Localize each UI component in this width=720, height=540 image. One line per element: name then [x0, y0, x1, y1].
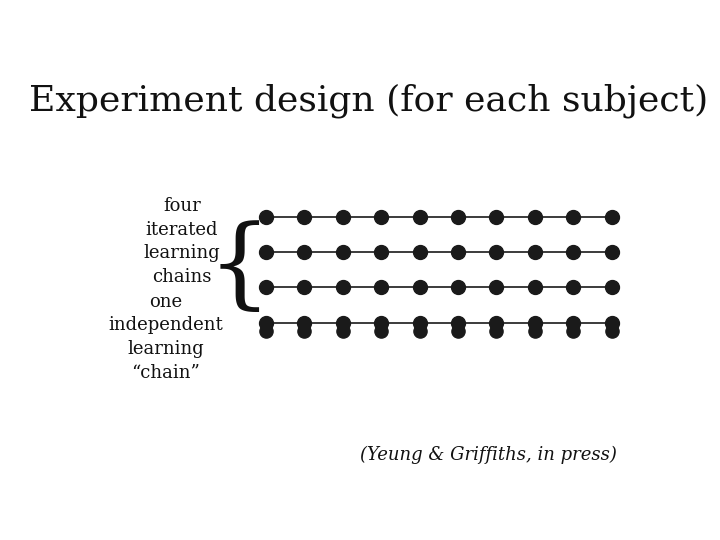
- Point: [414, 283, 426, 292]
- Point: [490, 318, 502, 327]
- Point: [337, 318, 348, 327]
- Point: [529, 327, 541, 335]
- Text: four
iterated
learning
chains: four iterated learning chains: [144, 197, 220, 286]
- Point: [490, 283, 502, 292]
- Point: [299, 247, 310, 256]
- Point: [260, 247, 271, 256]
- Point: [337, 247, 348, 256]
- Point: [606, 212, 618, 221]
- Point: [337, 283, 348, 292]
- Point: [490, 212, 502, 221]
- Point: [606, 283, 618, 292]
- Point: [529, 247, 541, 256]
- Point: [414, 247, 426, 256]
- Text: Experiment design (for each subject): Experiment design (for each subject): [30, 84, 708, 118]
- Point: [606, 247, 618, 256]
- Point: [452, 212, 464, 221]
- Point: [414, 327, 426, 335]
- Point: [414, 318, 426, 327]
- Point: [260, 318, 271, 327]
- Point: [490, 327, 502, 335]
- Point: [529, 212, 541, 221]
- Point: [299, 318, 310, 327]
- Point: [452, 327, 464, 335]
- Point: [567, 212, 579, 221]
- Point: [260, 212, 271, 221]
- Point: [452, 247, 464, 256]
- Point: [414, 212, 426, 221]
- Point: [299, 283, 310, 292]
- Text: (Yeung & Griffiths, in press): (Yeung & Griffiths, in press): [361, 446, 617, 464]
- Point: [260, 327, 271, 335]
- Point: [529, 318, 541, 327]
- Text: one
independent
learning
“chain”: one independent learning “chain”: [108, 293, 222, 382]
- Point: [567, 247, 579, 256]
- Point: [567, 283, 579, 292]
- Point: [606, 318, 618, 327]
- Point: [452, 283, 464, 292]
- Point: [490, 247, 502, 256]
- Point: [375, 318, 387, 327]
- Point: [375, 247, 387, 256]
- Point: [337, 212, 348, 221]
- Point: [452, 318, 464, 327]
- Point: [375, 283, 387, 292]
- Point: [337, 327, 348, 335]
- Text: {: {: [207, 222, 271, 318]
- Point: [375, 327, 387, 335]
- Point: [260, 283, 271, 292]
- Point: [529, 283, 541, 292]
- Point: [299, 212, 310, 221]
- Point: [567, 327, 579, 335]
- Point: [299, 327, 310, 335]
- Point: [606, 327, 618, 335]
- Point: [375, 212, 387, 221]
- Point: [567, 318, 579, 327]
